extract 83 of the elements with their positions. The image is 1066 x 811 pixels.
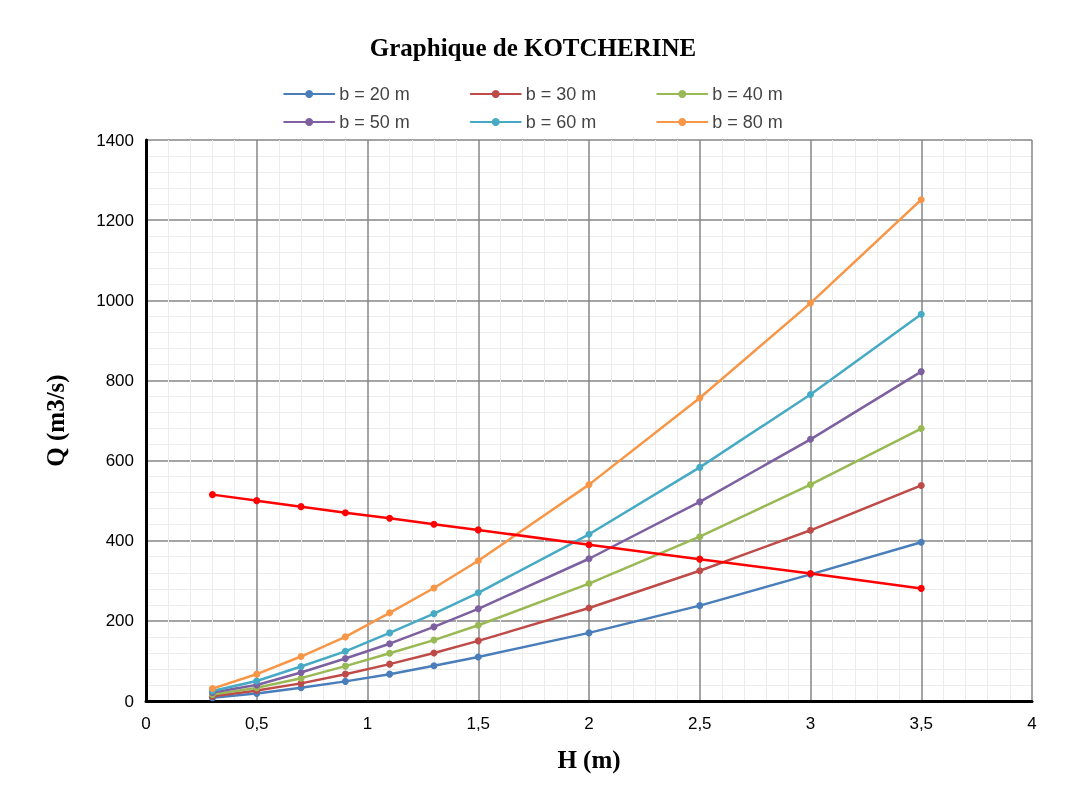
- y-axis-title: Q (m3/s): [42, 374, 70, 467]
- point: [474, 637, 482, 645]
- point: [253, 677, 261, 685]
- point: [585, 555, 593, 563]
- y-tick-label: 1400: [96, 130, 134, 150]
- point: [696, 463, 704, 471]
- point: [341, 509, 349, 517]
- point: [253, 497, 261, 505]
- point: [474, 653, 482, 661]
- point: [696, 567, 704, 575]
- point: [917, 425, 925, 433]
- point: [696, 394, 704, 402]
- point: [917, 368, 925, 376]
- chart-title: Graphique de KOTCHERINE: [369, 34, 697, 61]
- point: [696, 555, 704, 563]
- point: [341, 633, 349, 641]
- point: [341, 647, 349, 655]
- legend-label: b = 20 m: [339, 84, 410, 104]
- y-tick-label: 1200: [96, 210, 134, 230]
- y-tick-label: 200: [105, 611, 134, 631]
- point: [341, 677, 349, 685]
- point: [807, 299, 814, 307]
- point: [474, 526, 482, 534]
- point: [585, 530, 593, 538]
- x-tick-label: 2,5: [687, 714, 712, 733]
- point: [341, 662, 349, 670]
- point: [386, 609, 394, 617]
- point: [474, 621, 482, 629]
- y-tick-label: 1000: [96, 290, 134, 310]
- x-tick-label: 4: [1027, 714, 1037, 733]
- point: [253, 670, 261, 678]
- point: [386, 670, 394, 678]
- point: [430, 623, 438, 631]
- point: [917, 196, 925, 204]
- point: [386, 514, 394, 522]
- legend-label: b = 60 m: [525, 112, 597, 132]
- point: [807, 481, 814, 489]
- y-tick-label: 0: [124, 691, 134, 711]
- point: [430, 520, 438, 528]
- point: [474, 557, 482, 565]
- point: [807, 435, 814, 443]
- point: [474, 589, 482, 597]
- point: [807, 390, 814, 398]
- point: [917, 310, 925, 318]
- y-tick-label: 600: [105, 451, 134, 471]
- x-tick-label: 0,5: [244, 714, 269, 733]
- y-tick-label: 400: [105, 531, 134, 551]
- x-tick-label: 1,5: [466, 714, 491, 733]
- point: [917, 481, 925, 489]
- legend-label: b = 50 m: [339, 112, 410, 132]
- point: [585, 541, 593, 549]
- x-axis-title: H (m): [557, 746, 621, 774]
- x-tick-label: 1: [362, 714, 373, 733]
- point: [474, 605, 482, 613]
- point: [696, 498, 704, 506]
- point: [208, 491, 216, 499]
- point: [341, 670, 349, 678]
- point: [585, 481, 593, 489]
- point: [430, 610, 438, 618]
- point: [807, 526, 814, 534]
- point: [386, 640, 394, 648]
- point: [585, 580, 593, 588]
- point: [297, 653, 305, 661]
- x-tick-label: 3,5: [909, 714, 934, 733]
- point: [386, 649, 394, 657]
- point: [386, 660, 394, 668]
- x-tick-label: 3: [805, 714, 816, 733]
- point: [696, 533, 704, 541]
- legend-label: b = 80 m: [712, 112, 783, 132]
- point: [430, 662, 438, 670]
- point: [297, 503, 305, 511]
- point: [297, 669, 305, 677]
- point: [386, 629, 394, 637]
- x-tick-label: 0: [141, 714, 151, 733]
- point: [917, 584, 925, 592]
- y-tick-label: 800: [105, 370, 134, 390]
- x-tick-label: 2: [584, 714, 594, 733]
- point: [297, 663, 305, 671]
- legend-label: b = 30 m: [525, 84, 597, 104]
- point: [696, 602, 704, 610]
- point: [917, 538, 925, 546]
- legend-label: b = 40 m: [712, 84, 783, 104]
- point: [341, 655, 349, 663]
